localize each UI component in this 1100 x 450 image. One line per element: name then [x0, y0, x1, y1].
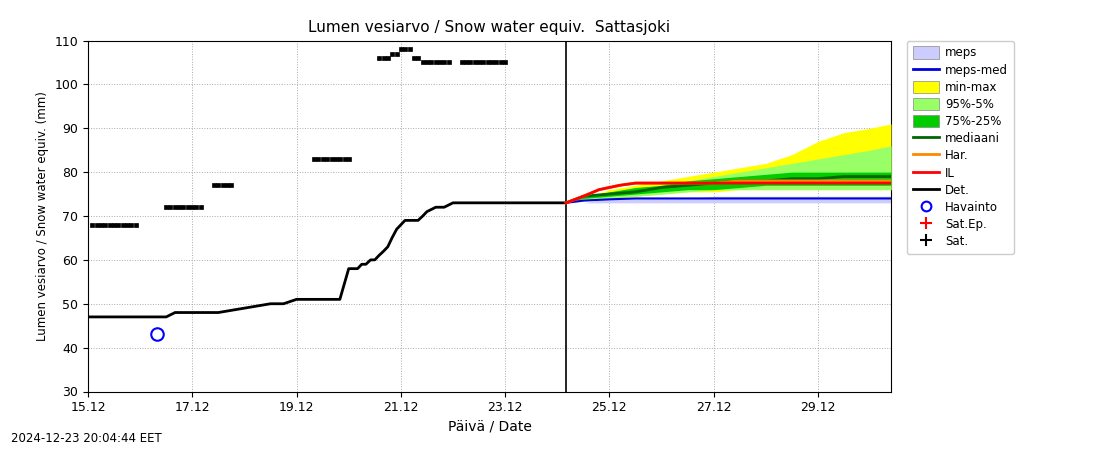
- Text: 2024-12-23 20:04:44 EET: 2024-12-23 20:04:44 EET: [11, 432, 162, 446]
- X-axis label: Päivä / Date: Päivä / Date: [448, 420, 531, 434]
- Title: Lumen vesiarvo / Snow water equiv.  Sattasjoki: Lumen vesiarvo / Snow water equiv. Satta…: [308, 20, 671, 35]
- Y-axis label: Lumen vesiarvo / Snow water equiv. (mm): Lumen vesiarvo / Snow water equiv. (mm): [36, 91, 48, 341]
- Legend: meps, meps-med, min-max, 95%-5%, 75%-25%, mediaani, Har., IL, Det., Havainto, Sa: meps, meps-med, min-max, 95%-5%, 75%-25%…: [908, 40, 1014, 254]
